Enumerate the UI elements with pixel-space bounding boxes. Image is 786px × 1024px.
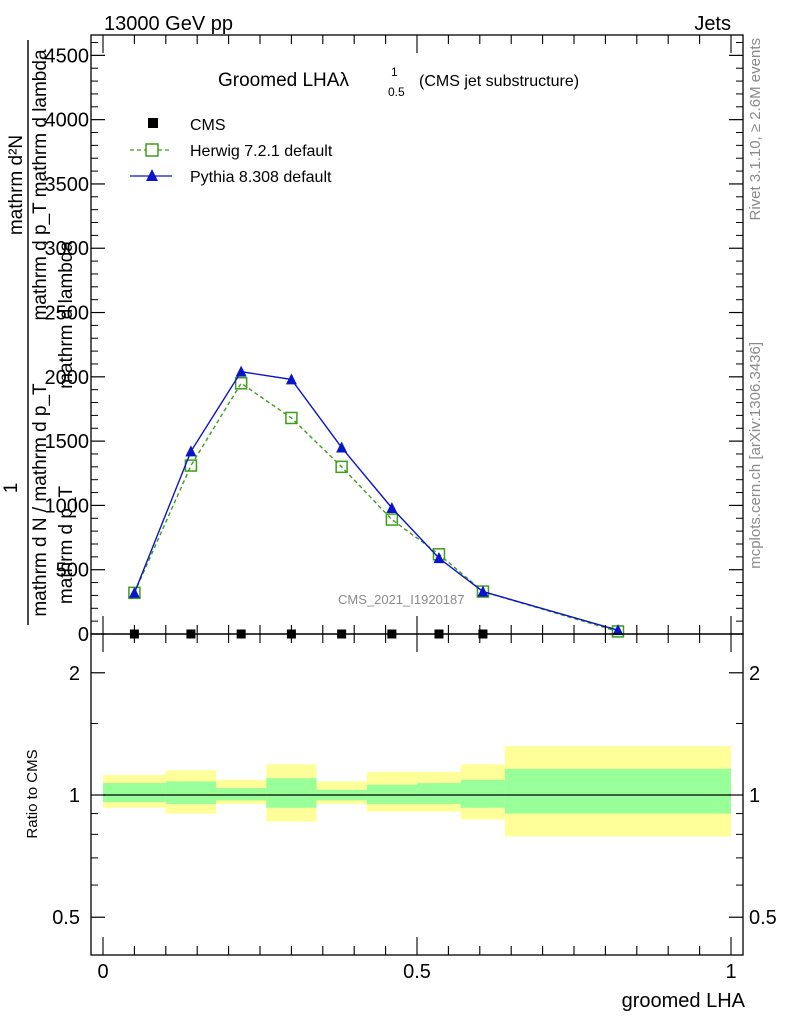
xlabel: groomed LHA — [622, 990, 746, 1012]
legend-herwig-marker — [145, 143, 159, 157]
main-plot-series — [128, 365, 625, 639]
pythia-point — [477, 585, 489, 597]
pythia-point — [128, 586, 140, 598]
pythia-point — [612, 624, 624, 636]
plot-title-sub: 0.5 — [388, 85, 405, 99]
legend-pythia-marker — [146, 169, 158, 181]
ratio-inner-band — [216, 788, 267, 801]
legend-herwig-label: Herwig 7.2.1 default — [190, 143, 333, 160]
legend-cms-marker — [148, 118, 158, 128]
pythia-point — [336, 441, 348, 453]
ratio-ytick-label-left: 0.5 — [52, 907, 80, 929]
herwig-point — [234, 377, 248, 390]
herwig-line — [133, 382, 619, 633]
ratio-ytick-label-right: 0.5 — [749, 907, 777, 929]
plot-title-note: (CMS jet substructure) — [419, 73, 579, 90]
main-ytick-label: 1500 — [45, 431, 90, 453]
ratio-ytick-label-left: 1 — [69, 785, 80, 807]
herwig-point — [335, 460, 348, 474]
legend-cms-label: CMS — [190, 117, 226, 134]
watermark: CMS_2021_I1920187 — [338, 592, 465, 607]
ylabel-over: 1 — [1, 483, 22, 494]
plot-title: Groomed LHAλ 1 0.5 (CMS jet substructure… — [218, 65, 579, 99]
ratio-inner-band — [417, 783, 461, 805]
main-ytick-label: 2500 — [45, 303, 90, 325]
herwig-point — [285, 411, 298, 425]
main-plot-axes: 0 500 1000 1500 2000 2500 3000 3500 4000 4500 — [45, 34, 744, 646]
plot-title-sup: 1 — [391, 65, 398, 79]
ylabel-overlap-1: mathrm d lambda — [56, 241, 77, 389]
main-ytick-label: 1000 — [45, 495, 90, 517]
ratio-inner-band — [165, 781, 217, 805]
pythia-point — [185, 445, 197, 457]
main-ytick-label: 4500 — [45, 45, 90, 67]
main-ytick-label: 2000 — [45, 367, 90, 389]
ylabel-upper: mathrm d²N — [6, 135, 27, 235]
ratio-bands — [103, 746, 731, 837]
ratio-inner-band — [504, 768, 731, 814]
pythia-point — [433, 552, 445, 564]
side-bottom-text: mcplots.cern.ch [arXiv:1306.3436] — [747, 342, 764, 569]
pythia-point — [285, 373, 297, 385]
pythia-point — [235, 365, 247, 377]
legend-pythia-label: Pythia 8.308 default — [190, 169, 332, 186]
ratio-ylabel: Ratio to CMS — [24, 749, 41, 838]
header-right: Jets — [694, 13, 731, 35]
plot-title-main: Groomed LHAλ — [218, 70, 349, 91]
xtick-label: 1 — [725, 961, 736, 983]
ratio-ytick-label-left: 2 — [69, 663, 80, 685]
pythia-point — [386, 501, 398, 513]
herwig-point — [385, 513, 399, 526]
legend: CMS Herwig 7.2.1 default Pythia 8.308 de… — [130, 117, 333, 186]
series-2 — [128, 365, 624, 636]
main-ytick-label: 500 — [56, 560, 89, 582]
ratio-inner-band — [103, 783, 166, 803]
main-ytick-label: 3000 — [45, 238, 90, 260]
ylabel-lower: mathrm d N / mathrm d p_T — [30, 383, 51, 617]
main-ylabel: mathrm d²N 1 mathrm d p_T mathrm d lambd… — [1, 40, 77, 625]
ratio-inner-band — [266, 778, 317, 808]
ratio-ytick-label-right: 1 — [749, 785, 760, 807]
xtick-label: 0 — [97, 961, 108, 983]
ylabel-mid: mathrm d p_T mathrm d lambda — [30, 49, 51, 320]
ratio-inner-band — [366, 784, 417, 805]
svg-text:Groomed LHAλ: Groomed LHAλ — [218, 70, 349, 91]
xtick-label: 0.5 — [403, 961, 431, 983]
ratio-axes: 0.5 0.5 1 1 2 2 0 0.5 1 — [52, 633, 777, 983]
main-ytick-label: 0 — [78, 624, 89, 646]
ylabel-overlap-2: mathrm d p_T — [56, 485, 77, 604]
header-left: 13000 GeV pp — [104, 13, 233, 35]
side-top-text: Rivet 3.1.10, ≥ 2.6M events — [747, 38, 764, 221]
ratio-ytick-label-right: 2 — [749, 663, 760, 685]
ratio-inner-band — [460, 779, 505, 808]
main-ytick-label: 4000 — [45, 110, 90, 132]
main-frame — [90, 34, 744, 635]
main-ytick-label: 3500 — [45, 174, 90, 196]
